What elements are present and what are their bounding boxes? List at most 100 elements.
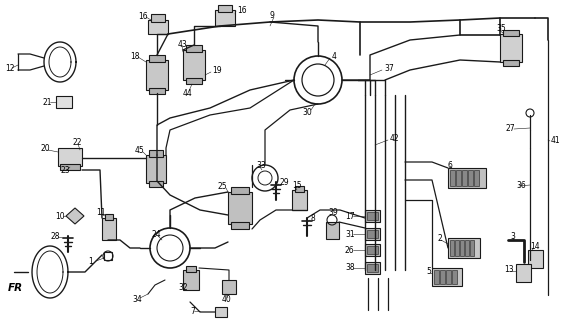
- Bar: [365, 244, 380, 256]
- Text: 31: 31: [345, 229, 354, 238]
- Bar: [218, 5, 232, 12]
- Bar: [434, 270, 439, 284]
- Text: 29: 29: [280, 178, 290, 187]
- Text: 39: 39: [328, 207, 338, 217]
- Text: 30: 30: [302, 108, 312, 116]
- Bar: [149, 55, 165, 62]
- Text: 42: 42: [390, 133, 400, 142]
- Bar: [500, 34, 522, 62]
- Text: 32: 32: [178, 284, 187, 292]
- Text: 3: 3: [510, 231, 515, 241]
- Text: 37: 37: [384, 63, 394, 73]
- Bar: [56, 96, 72, 108]
- Bar: [231, 187, 249, 194]
- Bar: [149, 88, 165, 94]
- Bar: [432, 268, 462, 286]
- Text: 17: 17: [345, 212, 354, 220]
- Bar: [183, 50, 205, 80]
- Bar: [365, 262, 380, 274]
- Bar: [104, 252, 112, 260]
- Bar: [105, 214, 113, 220]
- Bar: [292, 190, 307, 210]
- Text: 25: 25: [218, 181, 228, 190]
- Bar: [228, 192, 252, 224]
- Text: 35: 35: [496, 23, 506, 33]
- Text: 15: 15: [292, 180, 302, 189]
- Text: 14: 14: [530, 242, 540, 251]
- Text: 8: 8: [311, 213, 316, 222]
- Bar: [367, 212, 378, 220]
- Bar: [326, 222, 339, 239]
- Bar: [516, 264, 531, 282]
- Text: 33: 33: [256, 161, 266, 170]
- Text: 10: 10: [55, 212, 65, 220]
- Bar: [468, 170, 473, 186]
- Bar: [102, 218, 116, 240]
- Text: 38: 38: [345, 263, 354, 273]
- Bar: [367, 264, 378, 272]
- Text: 22: 22: [72, 138, 81, 147]
- Bar: [452, 270, 457, 284]
- Bar: [503, 60, 519, 66]
- Text: 2: 2: [438, 234, 442, 243]
- Bar: [440, 270, 445, 284]
- Bar: [58, 148, 82, 166]
- Text: 6: 6: [448, 161, 453, 170]
- Text: 18: 18: [130, 52, 140, 60]
- Bar: [503, 30, 519, 36]
- Text: 9: 9: [270, 11, 275, 20]
- Text: 5: 5: [426, 268, 431, 276]
- Text: 11: 11: [96, 207, 106, 217]
- Text: 28: 28: [50, 231, 60, 241]
- Text: 34: 34: [132, 295, 142, 305]
- Bar: [222, 280, 236, 294]
- Bar: [465, 240, 469, 256]
- Bar: [367, 230, 378, 238]
- Bar: [365, 210, 380, 222]
- Bar: [462, 170, 467, 186]
- Bar: [450, 240, 454, 256]
- Text: 20: 20: [40, 143, 49, 153]
- Text: 45: 45: [135, 146, 145, 155]
- Bar: [365, 228, 380, 240]
- Bar: [146, 155, 166, 183]
- Bar: [215, 307, 227, 317]
- Text: 7: 7: [190, 308, 195, 316]
- Bar: [455, 240, 459, 256]
- Bar: [231, 222, 249, 229]
- Text: 21: 21: [42, 98, 52, 107]
- Bar: [528, 250, 543, 268]
- Bar: [149, 150, 163, 157]
- Bar: [186, 45, 202, 52]
- Bar: [460, 240, 464, 256]
- Bar: [470, 240, 474, 256]
- Bar: [151, 14, 165, 22]
- Text: 16: 16: [138, 12, 148, 20]
- Text: 23: 23: [60, 165, 70, 174]
- Text: 40: 40: [222, 295, 232, 305]
- Bar: [367, 246, 378, 254]
- Bar: [295, 186, 304, 192]
- Bar: [186, 266, 196, 272]
- Text: 13: 13: [504, 266, 513, 275]
- Bar: [456, 170, 461, 186]
- Text: 44: 44: [183, 89, 193, 98]
- Bar: [186, 78, 202, 84]
- Text: 26: 26: [345, 245, 354, 254]
- Text: 27: 27: [506, 124, 516, 132]
- Text: 41: 41: [551, 135, 561, 145]
- Bar: [183, 270, 199, 290]
- Bar: [446, 270, 451, 284]
- Text: FR: FR: [8, 283, 23, 293]
- Bar: [448, 168, 486, 188]
- Bar: [146, 60, 168, 90]
- Text: 24: 24: [152, 229, 162, 238]
- Text: 1: 1: [88, 258, 93, 267]
- Bar: [149, 181, 163, 187]
- Bar: [450, 170, 455, 186]
- Polygon shape: [66, 208, 84, 224]
- Text: 12: 12: [5, 63, 15, 73]
- Text: 16: 16: [237, 5, 247, 14]
- Bar: [148, 20, 168, 34]
- Bar: [215, 10, 235, 26]
